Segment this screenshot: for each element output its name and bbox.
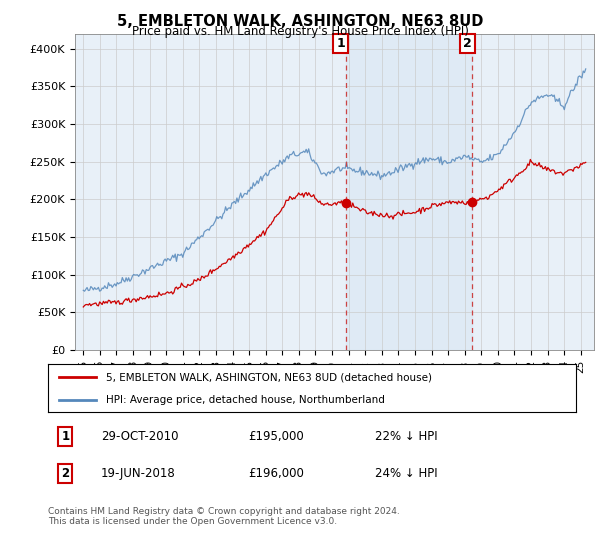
Text: 5, EMBLETON WALK, ASHINGTON, NE63 8UD (detached house): 5, EMBLETON WALK, ASHINGTON, NE63 8UD (d… bbox=[106, 372, 432, 382]
Text: 29-OCT-2010: 29-OCT-2010 bbox=[101, 430, 178, 443]
Text: Contains HM Land Registry data © Crown copyright and database right 2024.
This d: Contains HM Land Registry data © Crown c… bbox=[48, 507, 400, 526]
Bar bbox=[346, 34, 472, 350]
Text: 1: 1 bbox=[337, 38, 345, 50]
Text: £196,000: £196,000 bbox=[248, 467, 305, 480]
Text: 24% ↓ HPI: 24% ↓ HPI bbox=[376, 467, 438, 480]
Text: 5, EMBLETON WALK, ASHINGTON, NE63 8UD: 5, EMBLETON WALK, ASHINGTON, NE63 8UD bbox=[117, 14, 483, 29]
Text: 19-JUN-2018: 19-JUN-2018 bbox=[101, 467, 176, 480]
Text: Price paid vs. HM Land Registry's House Price Index (HPI): Price paid vs. HM Land Registry's House … bbox=[131, 25, 469, 38]
Text: 22% ↓ HPI: 22% ↓ HPI bbox=[376, 430, 438, 443]
Text: HPI: Average price, detached house, Northumberland: HPI: Average price, detached house, Nort… bbox=[106, 395, 385, 405]
Text: 1: 1 bbox=[61, 430, 70, 443]
Text: £195,000: £195,000 bbox=[248, 430, 304, 443]
Text: 2: 2 bbox=[61, 467, 70, 480]
Text: 2: 2 bbox=[463, 38, 472, 50]
